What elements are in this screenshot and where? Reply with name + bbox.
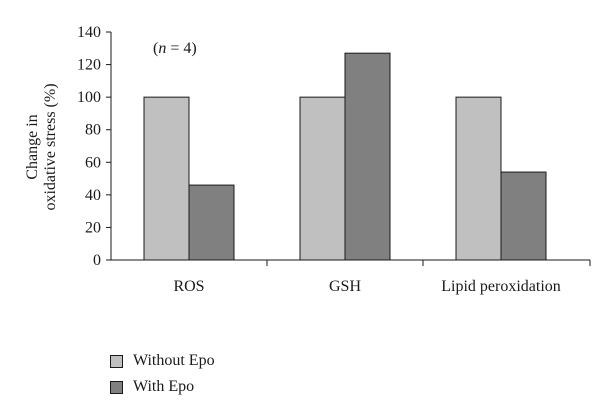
y-tick-label-60: 60 xyxy=(85,154,101,171)
legend-swatch-with-epo xyxy=(110,380,123,394)
x-tick-label-ros: ROS xyxy=(173,278,204,295)
legend: Without Epo With Epo xyxy=(110,348,215,400)
y-axis-label: Change in oxidative stress (%) xyxy=(24,83,59,210)
chart-svg: Change in oxidative stress (%) 0 20 40 60 80… xyxy=(24,24,591,295)
sample-size-annotation: (n = 4) xyxy=(153,40,197,57)
y-tick-label-80: 80 xyxy=(85,122,101,139)
legend-item-without-epo: Without Epo xyxy=(110,348,215,374)
bar-ros-without-epo xyxy=(143,96,190,261)
y-tick-label-40: 40 xyxy=(85,187,101,204)
y-tick-label-100: 100 xyxy=(77,89,101,106)
y-axis-label-line-2: oxidative stress (%) xyxy=(42,83,59,210)
bar-lipid-peroxidation-with-epo xyxy=(500,171,547,261)
bar-ros-with-epo xyxy=(188,184,235,261)
y-tick-label-0: 0 xyxy=(93,252,101,269)
legend-label-without-epo: Without Epo xyxy=(133,352,215,369)
bars xyxy=(143,52,547,261)
legend-item-with-epo: With Epo xyxy=(110,374,215,400)
y-tick-label-120: 120 xyxy=(77,57,101,74)
x-tick-label-gsh: GSH xyxy=(329,278,361,295)
bar-lipid-peroxidation-without-epo xyxy=(455,96,502,261)
bar-gsh-without-epo xyxy=(299,96,346,261)
x-tick-labels: ROS GSH Lipid peroxidation xyxy=(173,278,560,295)
y-axis-label-line-1: Change in xyxy=(24,114,41,179)
y-tick-label-20: 20 xyxy=(85,219,101,236)
x-tick-label-lipid-peroxidation: Lipid peroxidation xyxy=(441,278,561,295)
bar-gsh-with-epo xyxy=(344,52,391,261)
axes xyxy=(110,32,590,261)
y-tick-label-140: 140 xyxy=(77,24,101,41)
y-ticks: 0 20 40 60 80 100 120 140 xyxy=(77,24,591,269)
legend-label-with-epo: With Epo xyxy=(133,378,195,395)
legend-swatch-without-epo xyxy=(110,354,123,368)
